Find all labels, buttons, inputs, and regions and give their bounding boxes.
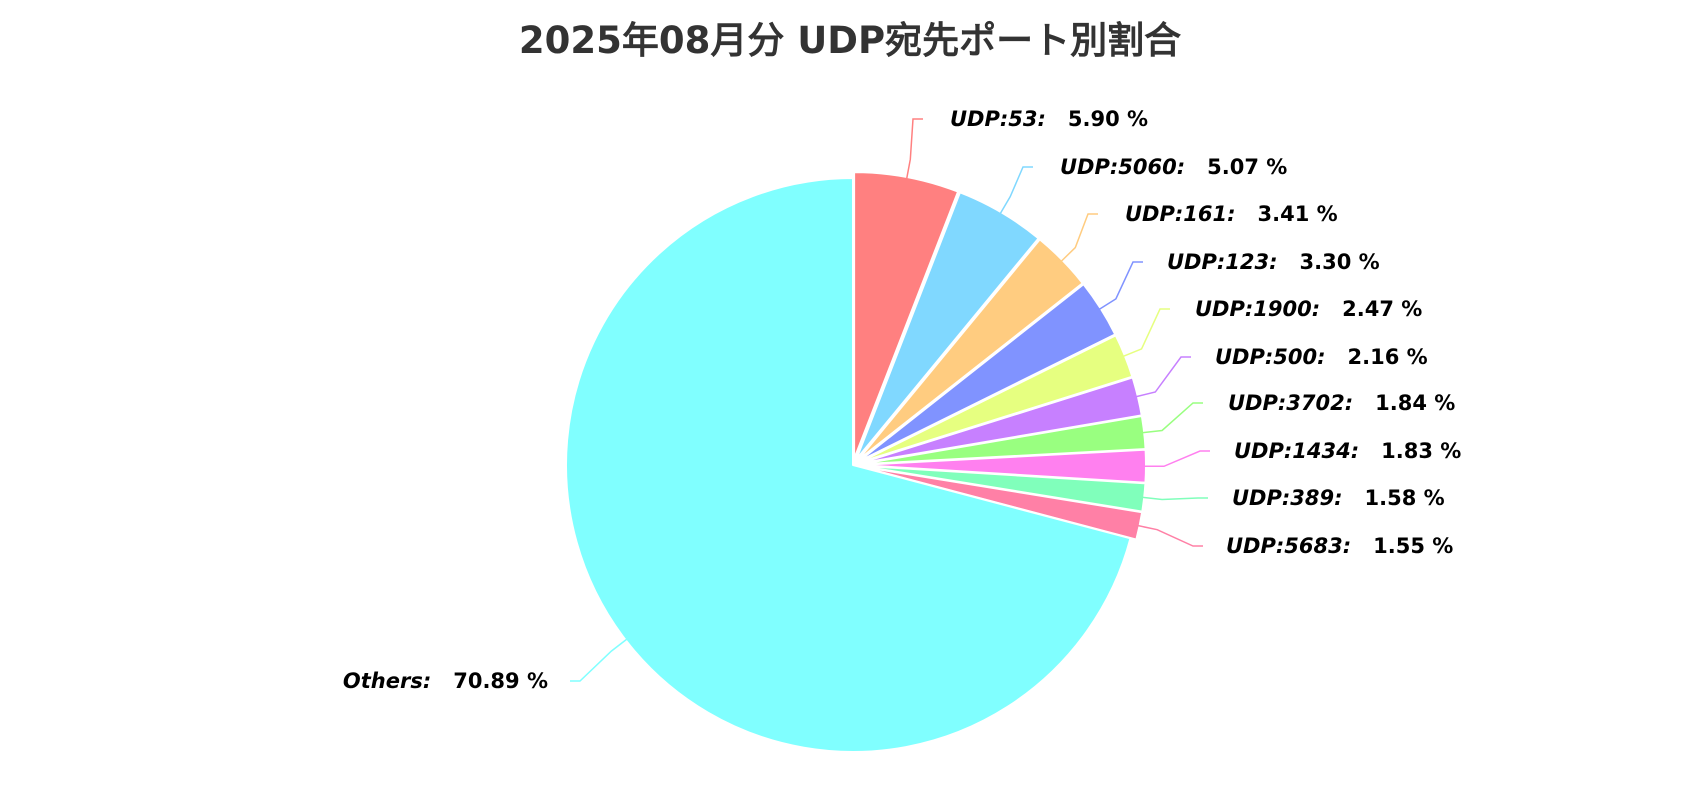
- slice-label-name: UDP:1434:: [1234, 439, 1359, 463]
- slice-label-value: 5.90 %: [1068, 107, 1148, 131]
- slice-label-value: 1.55 %: [1373, 534, 1453, 558]
- leader-line: [1060, 213, 1098, 263]
- slice-label: UDP:161: 3.41 %: [1125, 202, 1338, 226]
- slice-label-value: 2.47 %: [1342, 297, 1422, 321]
- slice-label: UDP:3702: 1.84 %: [1228, 391, 1455, 415]
- leader-line: [1143, 450, 1210, 468]
- slice-label: UDP:123: 3.30 %: [1167, 250, 1380, 274]
- slice-label-value: 2.16 %: [1348, 345, 1428, 369]
- slice-label-value: 1.84 %: [1375, 391, 1455, 415]
- slice-label-name: UDP:389:: [1232, 486, 1343, 510]
- leader-line: [999, 166, 1033, 215]
- slice-label: UDP:1900: 2.47 %: [1195, 297, 1422, 321]
- slice-label: UDP:5060: 5.07 %: [1060, 155, 1287, 179]
- slice-label-value: 1.58 %: [1365, 486, 1445, 510]
- slice-label: UDP:389: 1.58 %: [1232, 486, 1445, 510]
- slice-label-value: 70.89 %: [453, 669, 548, 693]
- slice-label: UDP:5683: 1.55 %: [1226, 534, 1453, 558]
- slice-label-name: UDP:5683:: [1226, 534, 1351, 558]
- slice-label-name: UDP:3702:: [1228, 391, 1353, 415]
- slice-label-value: 5.07 %: [1207, 155, 1287, 179]
- leader-line: [905, 118, 923, 180]
- slices-layer: [564, 171, 1147, 753]
- leader-line: [570, 638, 628, 682]
- slice-label-name: UDP:161:: [1125, 202, 1236, 226]
- labels-layer: UDP:53: 5.90 % UDP:5060: 5.07 % UDP:161: 3.41…: [343, 107, 1461, 693]
- leader-line: [1142, 402, 1203, 434]
- leader-line: [1137, 524, 1203, 547]
- slice-label-name: UDP:1900:: [1195, 297, 1320, 321]
- leader-line: [1135, 356, 1191, 398]
- slice-label: UDP:500: 2.16 %: [1215, 345, 1428, 369]
- slice-label-value: 1.83 %: [1381, 439, 1461, 463]
- chart-title: 2025年08月分 UDP宛先ポート別割合: [518, 19, 1182, 62]
- leader-line: [1098, 261, 1143, 311]
- slice-label-name: UDP:500:: [1215, 345, 1326, 369]
- leader-line: [1122, 308, 1170, 358]
- slice-label-value: 3.30 %: [1300, 250, 1380, 274]
- slice-label: UDP:53: 5.90 %: [950, 107, 1148, 131]
- slice-label-name: Others:: [343, 669, 431, 693]
- leader-lines-layer: [570, 118, 1210, 682]
- slice-label-name: UDP:5060:: [1060, 155, 1185, 179]
- slice-label-value: 3.41 %: [1258, 202, 1338, 226]
- slice-label: UDP:1434: 1.83 %: [1234, 439, 1461, 463]
- slice-label: Others: 70.89 %: [343, 669, 548, 693]
- leader-line: [1142, 496, 1208, 501]
- slice-label-name: UDP:53:: [950, 107, 1046, 131]
- slice-label-name: UDP:123:: [1167, 250, 1278, 274]
